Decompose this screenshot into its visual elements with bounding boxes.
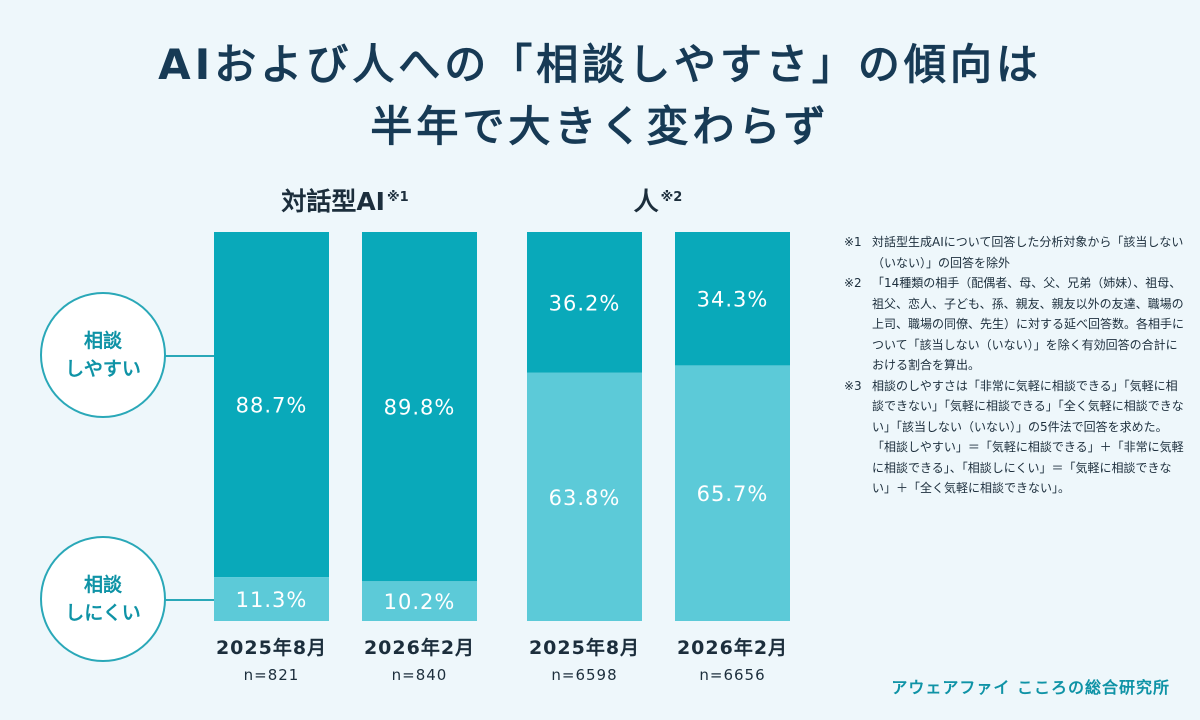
footnote-2-mark: ※2: [844, 276, 862, 290]
footnote-1: ※1 対話型生成AIについて回答した分析対象から「該当しない（いない）」の回答を…: [844, 232, 1184, 273]
group-label-human: 人: [633, 187, 659, 216]
x-tick-label-3: 2026年2月: [677, 636, 788, 659]
group-label-ai: 対話型AI: [281, 187, 385, 216]
bar-segment-hard-1: [362, 581, 477, 621]
bar-segment-easy-2: [527, 232, 642, 373]
legend-easy-label: 相談 しやすい: [65, 330, 141, 380]
legend-easy: 相談 しやすい: [40, 292, 166, 418]
leader-line-easy: [164, 355, 214, 357]
legend-hard-label: 相談 しにくい: [65, 574, 141, 624]
group-title-human: 人 ※2: [527, 182, 789, 218]
bar-segment-easy-1: [362, 232, 477, 582]
footnote-3-mark: ※3: [844, 378, 862, 393]
x-tick-n-2: n=6598: [551, 666, 617, 684]
bar-value-label-easy-2: 36.2%: [549, 291, 621, 315]
bar-segment-hard-3: [675, 365, 790, 621]
group-note-mark-ai: ※1: [386, 189, 409, 205]
brand-credit: アウェアファイ こころの総合研究所: [891, 678, 1170, 697]
footnote-1-text: 対話型生成AIについて回答した分析対象から「該当しない（いない）」の回答を除外: [872, 235, 1184, 270]
bar-value-label-hard-3: 65.7%: [697, 482, 769, 506]
x-tick-label-1: 2026年2月: [364, 636, 475, 659]
title-line-1: AIおよび人への「相談しやすさ」の傾向は: [158, 40, 1042, 89]
x-tick-n-3: n=6656: [699, 666, 765, 684]
footnote-1-mark: ※1: [844, 235, 862, 249]
x-tick-label-2: 2025年8月: [529, 636, 640, 659]
footnote-2: ※2 「14種類の相手（配偶者、母、父、兄弟（姉妹）、祖母、祖父、恋人、子ども、…: [844, 273, 1184, 376]
bar-value-label-easy-3: 34.3%: [697, 288, 769, 312]
bar-segment-easy-3: [675, 232, 790, 366]
bar-value-label-hard-2: 63.8%: [549, 486, 621, 510]
bar-value-label-hard-1: 10.2%: [384, 590, 456, 614]
x-tick-n-1: n=840: [392, 666, 448, 684]
footnote-2-text: 「14種類の相手（配偶者、母、父、兄弟（姉妹）、祖母、祖父、恋人、子ども、孫、親…: [872, 276, 1185, 372]
bar-segment-easy-0: [214, 232, 329, 578]
footnote-3: ※3 相談のしやすさは「非常に気軽に相談できる」「気軽に相談できない」「気軽に相…: [844, 376, 1184, 499]
bar-value-label-hard-0: 11.3%: [236, 588, 308, 612]
footnotes: ※1 対話型生成AIについて回答した分析対象から「該当しない（いない）」の回答を…: [844, 232, 1184, 499]
page-title: AIおよび人への「相談しやすさ」の傾向は 半年で大きく変わらず: [0, 34, 1200, 158]
group-title-ai: 対話型AI ※1: [214, 182, 476, 218]
bar-segment-hard-2: [527, 372, 642, 621]
leader-line-hard: [164, 599, 214, 601]
bar-value-label-easy-1: 89.8%: [384, 396, 456, 420]
bar-value-label-easy-0: 88.7%: [236, 394, 308, 418]
title-line-2: 半年で大きく変わらず: [370, 102, 830, 151]
group-note-mark-human: ※2: [660, 189, 683, 205]
x-tick-n-0: n=821: [244, 666, 300, 684]
footnote-3-text: 相談のしやすさは「非常に気軽に相談できる」「気軽に相談できない」「気軽に相談でき…: [872, 378, 1184, 496]
x-tick-label-0: 2025年8月: [216, 636, 327, 659]
bar-segment-hard-0: [214, 577, 329, 621]
legend-hard: 相談 しにくい: [40, 536, 166, 662]
